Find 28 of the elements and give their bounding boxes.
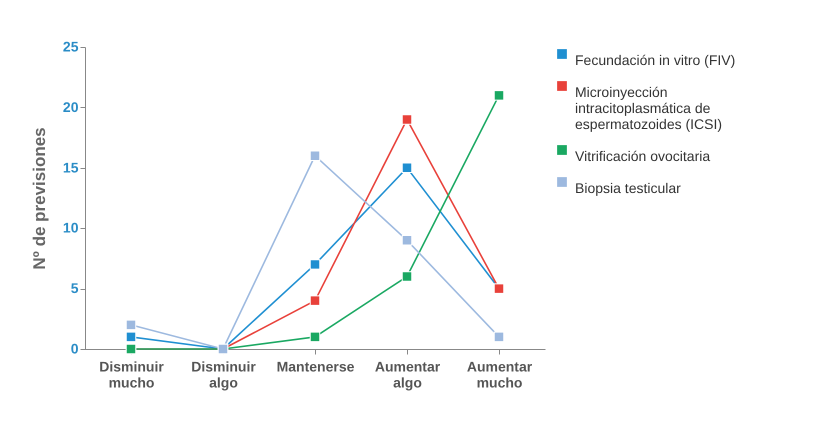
point: [126, 332, 136, 342]
y-axis-title: Nº de previsiones: [30, 127, 49, 270]
point: [310, 259, 320, 270]
x-tick-label: Aumentar algo: [374, 358, 441, 390]
point: [402, 162, 412, 174]
y-tick-label: 20: [62, 98, 79, 115]
legend-label: Fecundación in vitro (FIV): [575, 52, 736, 68]
y-tick-label: 25: [62, 38, 79, 54]
y-tick-label: 10: [62, 220, 79, 236]
point: [126, 320, 136, 330]
legend-label: Biopsia testicular: [575, 180, 682, 196]
y-tick-label: 5: [70, 280, 79, 296]
x-tick-label: Mantenerse: [276, 358, 355, 374]
point: [494, 90, 504, 101]
point: [310, 150, 320, 161]
point: [402, 114, 412, 125]
point: [310, 295, 320, 306]
x-tick-label: Disminuir algo: [191, 358, 256, 390]
legend-label: Vitrificación ovocitaria: [575, 148, 710, 164]
y-tick-label: 15: [62, 159, 79, 176]
point: [402, 271, 412, 282]
x-tick-label: Aumentar mucho: [466, 358, 533, 390]
y-tick-label: 0: [70, 340, 79, 356]
x-tick-label: Disminuir mucho: [99, 358, 164, 390]
legend-label: Microinyección intracitoplasmática de espermatozoides (ICSI): [575, 84, 722, 132]
point: [494, 332, 504, 342]
point: [310, 332, 320, 342]
point: [402, 235, 412, 246]
